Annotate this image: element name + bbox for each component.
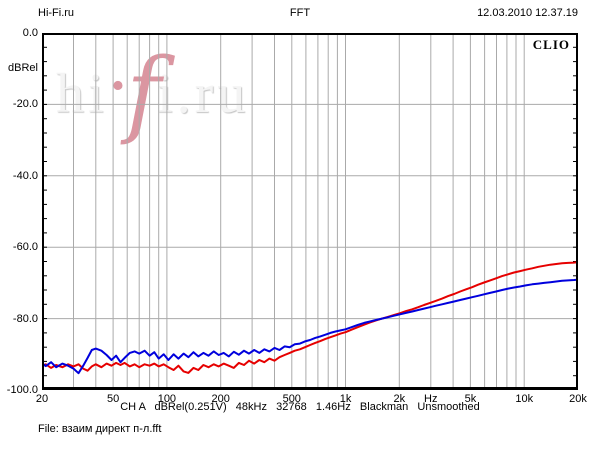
watermark-period: . — [176, 63, 195, 125]
x-tick-label: 1k — [339, 393, 352, 405]
watermark-text-i: i — [157, 63, 177, 125]
brand-label-clio: CLIO — [532, 37, 570, 52]
measurement-settings-line: CH A dBRel(0.251V) 48kHz 32768 1.46Hz Bl… — [120, 401, 480, 413]
x-tick-label: 50 — [106, 393, 120, 405]
x-tick-label: 2k — [393, 393, 406, 405]
y-tick-label: -60.0 — [12, 241, 38, 254]
x-tick-label: 5k — [464, 393, 477, 405]
y-tick-label: -80.0 — [12, 312, 38, 325]
y-tick-label: -40.0 — [12, 169, 38, 182]
x-axis-unit-label: Hz — [424, 393, 438, 405]
fft-chart — [42, 33, 578, 390]
x-tick-label: 20k — [569, 393, 587, 405]
x-tick-label: 20 — [35, 393, 49, 405]
plot-area: hi·fi.ru CLIO — [42, 33, 578, 390]
watermark-letter-f: f — [126, 39, 162, 148]
watermark-text-ru: ru — [194, 63, 250, 125]
header-measurement-title: FFT — [289, 7, 311, 19]
x-tick-label: 200 — [211, 393, 230, 405]
x-tick-label: 10k — [515, 393, 534, 405]
y-axis-unit-label: dBRel — [8, 62, 38, 74]
y-tick-label: -20.0 — [12, 98, 38, 111]
x-tick-label: 500 — [282, 393, 301, 405]
header-site-label: Hi-Fi.ru — [38, 7, 75, 19]
series-curve-blue-noise-floor — [42, 278, 578, 375]
file-name-label: File: взаим директ п-л.fft — [38, 423, 162, 435]
y-tick-label: 0.0 — [22, 27, 38, 39]
series-curve-red-noise-floor — [42, 261, 578, 374]
x-tick-label: 100 — [157, 393, 177, 405]
header-datetime: 12.03.2010 12.37.19 — [477, 7, 578, 19]
y-tick-label: -100.0 — [6, 384, 38, 396]
